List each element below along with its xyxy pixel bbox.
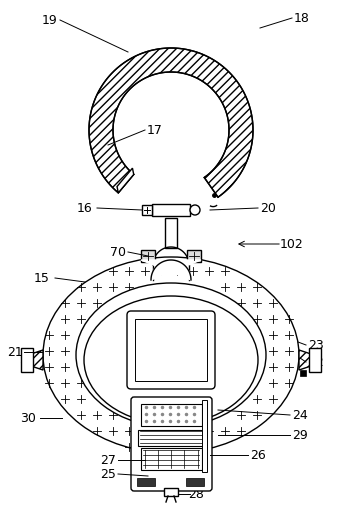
Bar — [21, 348, 33, 372]
Text: 17: 17 — [147, 124, 163, 136]
Text: 23: 23 — [308, 338, 324, 352]
Text: 70: 70 — [110, 245, 126, 259]
Polygon shape — [117, 168, 134, 193]
Ellipse shape — [76, 283, 266, 427]
Text: 18: 18 — [294, 12, 310, 25]
Text: 27: 27 — [100, 453, 116, 467]
Text: 16: 16 — [77, 201, 93, 215]
Text: 19: 19 — [42, 13, 58, 27]
Bar — [135, 319, 207, 381]
Bar — [141, 250, 155, 262]
Ellipse shape — [43, 257, 299, 453]
Text: 25: 25 — [100, 468, 116, 480]
Text: 102: 102 — [280, 238, 304, 250]
Bar — [164, 488, 178, 496]
Polygon shape — [299, 350, 311, 370]
Polygon shape — [31, 350, 43, 370]
Text: 22: 22 — [308, 356, 324, 368]
Bar — [202, 400, 207, 472]
Text: 24: 24 — [292, 408, 308, 422]
Bar — [142, 205, 152, 215]
Polygon shape — [89, 48, 253, 197]
Bar — [186, 478, 204, 486]
Text: 21: 21 — [7, 345, 23, 359]
Text: 20: 20 — [260, 201, 276, 215]
Bar — [309, 348, 321, 372]
Text: 29: 29 — [292, 429, 308, 442]
FancyBboxPatch shape — [131, 397, 212, 491]
Text: 30: 30 — [20, 411, 36, 425]
Bar — [187, 250, 201, 262]
Bar — [165, 218, 177, 248]
Text: 26: 26 — [250, 449, 266, 461]
Bar — [141, 448, 202, 470]
Bar — [152, 204, 190, 216]
Bar — [141, 404, 202, 426]
Text: 15: 15 — [34, 271, 50, 285]
Polygon shape — [141, 260, 201, 280]
Bar — [137, 478, 155, 486]
Text: 28: 28 — [188, 487, 204, 500]
FancyBboxPatch shape — [127, 311, 215, 389]
Circle shape — [190, 205, 200, 215]
Ellipse shape — [84, 296, 258, 424]
Bar — [138, 430, 205, 446]
Bar — [300, 370, 306, 376]
